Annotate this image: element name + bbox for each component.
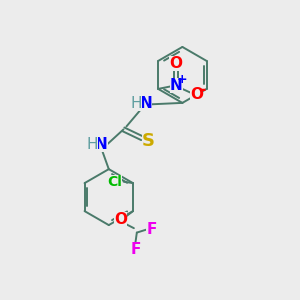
Text: H: H <box>130 96 142 111</box>
Text: -: - <box>200 81 207 99</box>
Text: F: F <box>146 222 157 237</box>
Text: Cl: Cl <box>107 175 122 189</box>
Text: +: + <box>177 73 188 86</box>
Text: O: O <box>114 212 127 227</box>
Text: N: N <box>139 96 152 111</box>
Text: N: N <box>170 78 183 93</box>
Text: F: F <box>130 242 140 257</box>
Text: N: N <box>95 137 108 152</box>
Text: O: O <box>169 56 182 71</box>
Text: S: S <box>142 132 155 150</box>
Text: O: O <box>190 87 203 102</box>
Text: H: H <box>86 137 98 152</box>
